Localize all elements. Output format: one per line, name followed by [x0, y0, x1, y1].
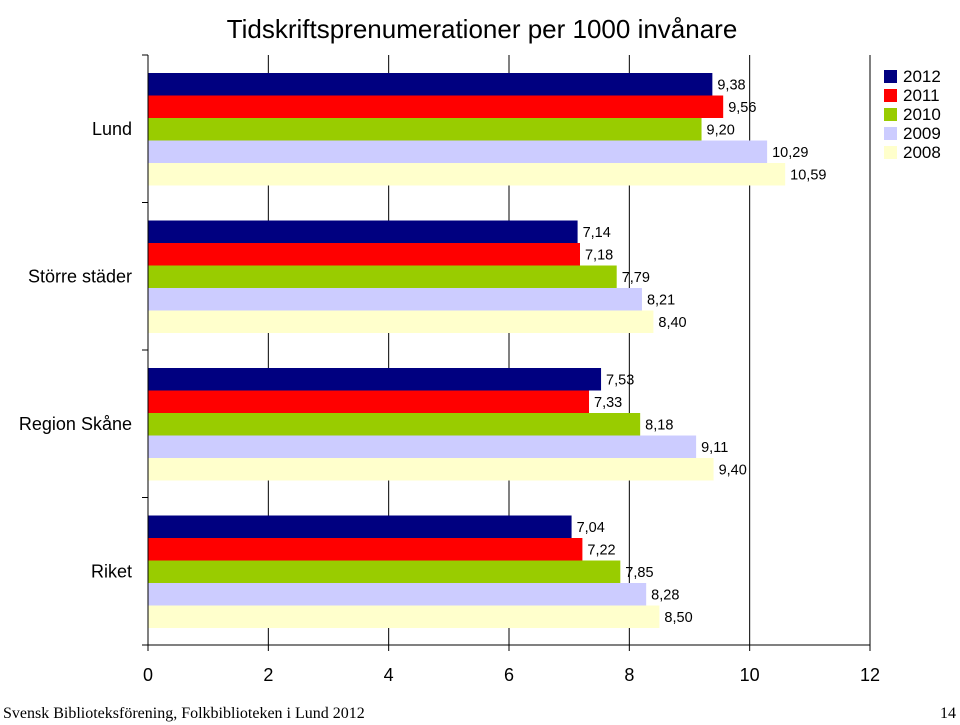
x-tick-label: 6 — [504, 665, 514, 685]
data-label: 7,22 — [587, 542, 615, 558]
page-number: 14 — [940, 705, 956, 722]
bar-2010 — [148, 560, 621, 583]
x-tick-label: 0 — [143, 665, 153, 685]
bar-2011 — [148, 95, 724, 118]
data-label: 10,59 — [790, 167, 826, 183]
legend-swatch-2009 — [884, 127, 897, 140]
data-label: 9,20 — [707, 122, 735, 138]
x-tick-label: 2 — [263, 665, 273, 685]
x-tick-label: 12 — [860, 665, 880, 685]
bar-2009 — [148, 288, 642, 311]
x-tick-label: 8 — [624, 665, 634, 685]
data-label: 8,28 — [651, 587, 679, 603]
data-label: 9,11 — [701, 440, 728, 456]
category-label: Större städer — [28, 266, 132, 286]
data-label: 9,38 — [717, 77, 745, 93]
bar-2009 — [148, 583, 647, 606]
bar-2012 — [148, 220, 578, 243]
bar-2012 — [148, 515, 572, 538]
chart: Tidskriftsprenumerationer per 1000 invån… — [19, 14, 941, 685]
bar-2010 — [148, 413, 641, 436]
bar-2011 — [148, 390, 590, 413]
footer-source: Svensk Biblioteksförening, Folkbibliotek… — [3, 705, 365, 722]
data-label: 7,04 — [577, 520, 605, 536]
data-label: 7,14 — [583, 225, 611, 241]
data-label: 7,85 — [625, 565, 653, 581]
data-label: 8,40 — [658, 315, 686, 331]
data-label: 7,53 — [606, 372, 634, 388]
data-label: 9,40 — [719, 462, 747, 478]
category-label: Region Skåne — [19, 414, 132, 434]
bar-2009 — [148, 140, 768, 163]
data-label: 7,79 — [622, 270, 650, 286]
bar-2011 — [148, 538, 583, 561]
bar-2008 — [148, 163, 786, 186]
bar-2010 — [148, 265, 617, 288]
data-label: 8,18 — [645, 417, 673, 433]
data-label: 8,21 — [647, 292, 675, 308]
category-label: Lund — [92, 119, 132, 139]
bar-2012 — [148, 368, 602, 391]
legend-label: 2010 — [903, 105, 941, 124]
bar-2008 — [148, 458, 714, 481]
legend-label: 2008 — [903, 143, 941, 162]
legend-swatch-2008 — [884, 146, 897, 159]
footer: Svensk Biblioteksförening, Folkbibliotek… — [0, 697, 960, 725]
data-label: 9,56 — [728, 100, 756, 116]
bar-2008 — [148, 605, 660, 628]
axes: Lund Större städer Region Skåne Riket 0 2 4 6 8 1… — [19, 54, 880, 685]
x-tick-label: 10 — [740, 665, 760, 685]
legend-swatch-2010 — [884, 108, 897, 121]
data-label: 8,50 — [664, 610, 692, 626]
bar-2009 — [148, 435, 697, 458]
bar-2010 — [148, 118, 702, 141]
category-label: Riket — [91, 561, 132, 581]
x-tick-label: 4 — [384, 665, 394, 685]
chart-title: Tidskriftsprenumerationer per 1000 invån… — [227, 14, 738, 44]
legend-label: 2012 — [903, 67, 941, 86]
data-label: 7,33 — [594, 395, 622, 411]
legend-label: 2009 — [903, 124, 941, 143]
legend-swatch-2011 — [884, 89, 897, 102]
bar-2008 — [148, 310, 654, 333]
bars: 9,38 9,56 9,20 10,29 10,59 7,14 7,18 7,79 8,21 8,… — [148, 73, 826, 628]
bar-2012 — [148, 73, 713, 96]
legend-label: 2011 — [903, 86, 940, 105]
data-label: 7,18 — [585, 247, 613, 263]
bar-2011 — [148, 243, 580, 266]
legend-swatch-2012 — [884, 70, 897, 83]
data-label: 10,29 — [772, 145, 808, 161]
